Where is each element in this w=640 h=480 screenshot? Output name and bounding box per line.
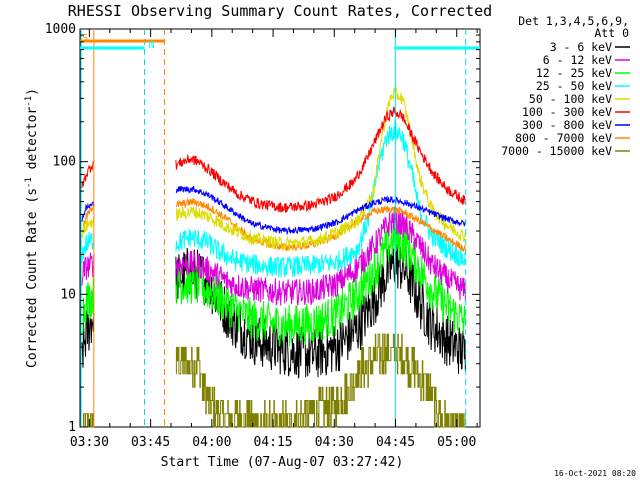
series-8 [82,333,466,428]
plot-area: SN [79,28,481,428]
legend-entry-label: 300 - 800 keV [522,118,612,132]
series-line-3 [175,119,466,278]
legend-header-line2: Att 0 [594,26,629,40]
series-4 [81,86,466,252]
legend-entry-label: 800 - 7000 keV [515,131,612,145]
series-line-7 [175,197,466,253]
series-line-1 [175,206,466,307]
series-line-0 [175,243,466,379]
legend-entry-label: 50 - 100 keV [529,92,612,106]
footer-date: 16-Oct-2021 08:20 [554,469,636,478]
series-3 [81,119,466,278]
series-line-7 [82,204,95,233]
x-tick-label: 03:30 [70,435,109,450]
night-flag-label: N [148,40,154,51]
x-axis-ticks: 03:30 03:45 04:00 04:15 04:30 04:45 05:00 [70,29,478,450]
x-tick-label: 04:00 [192,435,231,450]
x-tick-label: 03:45 [131,435,170,450]
x-tick-label: 05:00 [437,435,476,450]
y-axis-ticks: 1 10 100 1000 [45,22,480,435]
saa-flag-label: S [82,33,88,44]
series-line-4 [81,216,95,238]
x-axis-label: Start Time (07-Aug-07 03:27:42) [161,455,404,470]
series-0 [81,243,466,379]
y-axis-label-main: Corrected Count Rate (s [25,188,40,368]
y-axis-label-end: ) [25,88,40,96]
series-5 [81,106,466,213]
legend-header-line1: Det 1,3,4,5,6,9, [518,14,629,28]
legend-entry-label: 3 - 6 keV [550,40,612,54]
series-6 [81,185,466,236]
y-axis-label-sup2: -1 [24,96,34,107]
series-line-1 [81,252,95,286]
legend-entry-label: 12 - 25 keV [536,66,612,80]
series-line-8 [82,413,94,428]
y-axis-label-mid: detector [25,107,40,178]
series-line-2 [175,217,466,347]
legend-entry-label: 25 - 50 keV [536,79,612,93]
y-tick-label: 1 [68,420,76,435]
legend-entry-label: 7000 - 15000 keV [501,144,612,158]
series-line-4 [175,86,466,252]
series-line-3 [81,232,95,264]
y-tick-label: 10 [60,287,76,302]
y-tick-label: 1000 [45,22,76,37]
series-line-8 [175,333,466,428]
legend-entry-label: 6 - 12 keV [543,53,612,67]
series-line-2 [81,275,95,335]
y-axis-label-sup1: -1 [24,177,34,188]
x-tick-label: 04:30 [315,435,354,450]
series-2 [81,217,466,347]
series-line-5 [81,160,95,188]
y-axis-label: Corrected Count Rate (s-1 detector-1) [24,88,40,368]
series-7 [82,197,466,253]
series-1 [81,206,466,307]
series-line-0 [81,309,95,368]
series-line-5 [175,106,466,213]
y-tick-label: 100 [53,155,76,170]
legend-entry-label: 100 - 300 keV [522,105,612,119]
series-line-6 [81,201,95,222]
series-line-6 [175,185,466,236]
chart-title: RHESSI Observing Summary Count Rates, Co… [68,2,492,20]
x-tick-label: 04:15 [253,435,292,450]
x-tick-label: 04:45 [376,435,415,450]
